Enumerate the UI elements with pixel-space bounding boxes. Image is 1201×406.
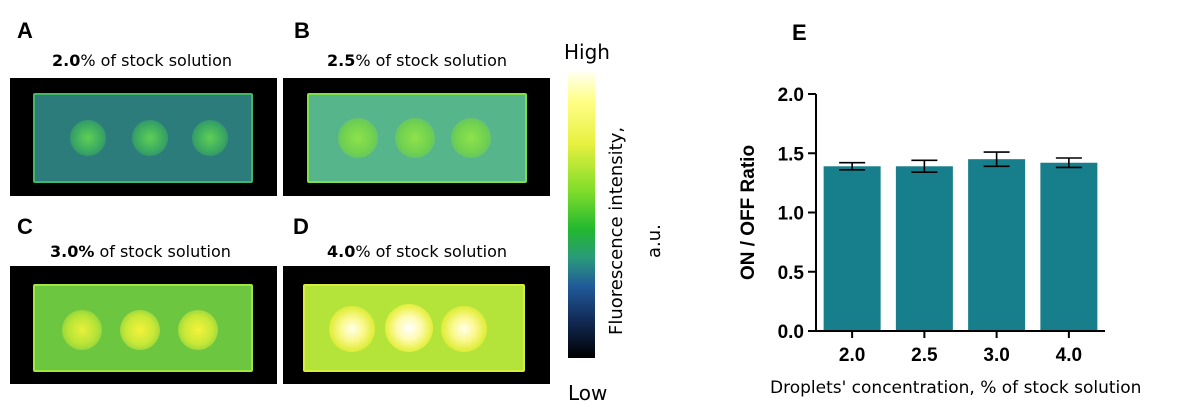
colorbar-high-label: High [564, 40, 610, 64]
caption-b-value: 2.5 [327, 51, 356, 70]
panel-letter-b: B [294, 18, 310, 43]
fluorescence-image-d [283, 266, 550, 384]
droplet-spot-b3 [451, 118, 491, 158]
y-tick-label-1: 0.5 [778, 263, 805, 284]
droplet-spot-c2 [120, 310, 160, 350]
caption-c-value: 3.0% [50, 242, 95, 261]
caption-d-value: 4.0 [327, 242, 356, 261]
panel-letter-d: D [293, 214, 309, 239]
x-tick-label-1: 2.5 [911, 345, 938, 366]
x-tick-label-0: 2.0 [839, 345, 865, 366]
bar-4.0 [1040, 162, 1098, 331]
fluorescence-image-a [10, 78, 277, 196]
caption-b: 2.5% of stock solution [327, 51, 507, 70]
caption-d: 4.0% of stock solution [327, 242, 507, 261]
caption-c: 3.0% of stock solution [50, 242, 231, 261]
bar-2.5 [895, 166, 953, 331]
panel-letter-c: C [17, 214, 33, 239]
colorbar-unit: a.u. [644, 224, 665, 258]
droplet-spot-a3 [192, 120, 228, 156]
colorbar-low-label: Low [568, 381, 608, 405]
droplet-spot-d3 [441, 306, 487, 352]
x-tick-label-3: 4.0 [1056, 345, 1082, 366]
droplet-spot-b2 [395, 118, 435, 158]
caption-d-text: % of stock solution [355, 242, 508, 261]
bar-2.0 [823, 166, 881, 331]
fluorescence-image-c [10, 266, 277, 384]
panel-letter-e: E [792, 20, 807, 45]
colorbar [568, 72, 595, 358]
colorbar-title: Fluorescence intensity, [606, 126, 627, 335]
caption-b-text: % of stock solution [355, 51, 508, 70]
y-tick-label-2: 1.0 [778, 204, 804, 225]
fluorescence-image-b [283, 78, 550, 196]
panel-letter-a: A [17, 18, 33, 43]
y-tick-label-0: 0.0 [778, 322, 804, 343]
caption-a: 2.0% of stock solution [52, 51, 232, 70]
bar-chart: E ON / OFF Ratio 0.0 0.5 1.0 1.5 2.0 2.0 2.5 3.0 4… [738, 20, 1105, 366]
y-axis-label: ON / OFF Ratio [738, 145, 759, 280]
y-tick-label-4: 2.0 [778, 85, 804, 106]
droplet-spot-b1 [338, 118, 378, 158]
droplet-spot-c3 [178, 310, 218, 350]
droplet-spot-d2 [385, 304, 433, 352]
x-tick-label-2: 3.0 [983, 345, 1009, 366]
x-axis-label: Droplets' concentration, % of stock solu… [770, 378, 1142, 398]
droplet-spot-c1 [62, 310, 102, 350]
droplet-spot-a2 [132, 120, 168, 156]
bar-3.0 [968, 159, 1026, 331]
y-tick-label-3: 1.5 [778, 144, 805, 165]
caption-c-text: of stock solution [94, 242, 231, 261]
caption-a-value: 2.0 [52, 51, 81, 70]
droplet-spot-a1 [70, 120, 106, 156]
droplet-spot-d1 [329, 306, 375, 352]
caption-a-text: % of stock solution [80, 51, 233, 70]
